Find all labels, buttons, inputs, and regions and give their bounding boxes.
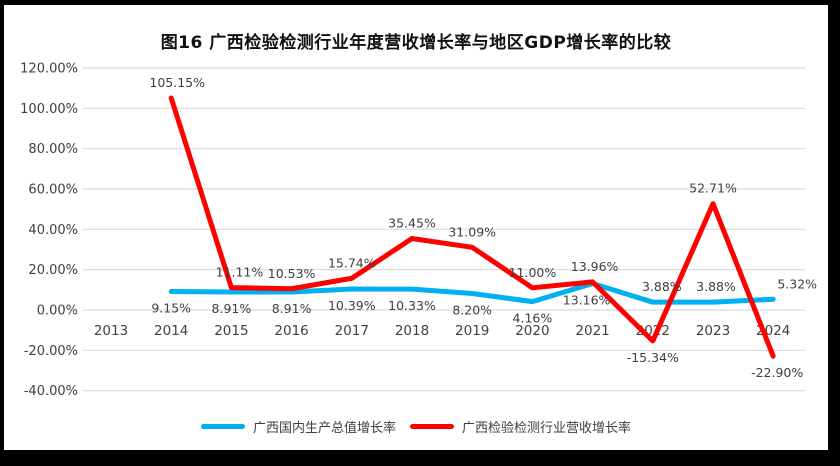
- y-axis-tick-label: -40.00%: [24, 384, 78, 399]
- data-label: 52.71%: [689, 181, 737, 196]
- x-axis-category-label: 2020: [515, 323, 549, 339]
- y-axis-tick-label: 100.00%: [20, 102, 78, 117]
- data-label: 10.33%: [388, 298, 436, 313]
- data-label: 31.09%: [448, 224, 496, 239]
- y-axis-tick-label: 60.00%: [28, 183, 78, 198]
- y-axis-tick-label: 120.00%: [20, 62, 78, 77]
- x-axis-category-label: 2016: [274, 323, 308, 339]
- legend-label-revenue: 广西检验检测行业营收增长率: [462, 421, 632, 436]
- data-label: 13.16%: [563, 292, 611, 307]
- x-axis-category-label: 2014: [154, 323, 188, 339]
- y-axis-tick-label: 0.00%: [37, 304, 78, 319]
- revenue-series-swatch-icon: [410, 424, 454, 429]
- legend-item-gdp: 广西国内生产总值增长率: [200, 417, 396, 436]
- data-label: 11.11%: [216, 265, 264, 280]
- data-label: -22.90%: [751, 365, 803, 380]
- y-axis-tick-label: 20.00%: [28, 263, 78, 278]
- data-label: 10.53%: [268, 266, 316, 281]
- data-label: 8.91%: [212, 301, 252, 316]
- data-label: 5.32%: [777, 276, 817, 291]
- y-axis-tick-label: 40.00%: [28, 223, 78, 238]
- chart-title: 图16 广西检验检测行业年度营收增长率与地区GDP增长率的比较: [160, 33, 672, 53]
- x-axis-category-label: 2013: [94, 323, 128, 339]
- data-label: 15.74%: [328, 255, 376, 270]
- x-axis-category-label: 2019: [455, 323, 489, 339]
- y-axis-tick-label: 80.00%: [28, 142, 78, 157]
- chart-legend: 广西国内生产总值增长率 广西检验检测行业营收增长率: [4, 417, 828, 436]
- data-label: 3.88%: [696, 279, 736, 294]
- data-label: 11.00%: [509, 265, 557, 280]
- revenue-series-line: [168, 95, 776, 359]
- x-axis-category-label: 2021: [575, 323, 609, 339]
- data-label: -15.34%: [627, 350, 679, 365]
- chart-canvas: 图16 广西检验检测行业年度营收增长率与地区GDP增长率的比较 120.00% 1…: [4, 5, 828, 450]
- data-label: 4.16%: [513, 311, 553, 326]
- data-label: 105.15%: [149, 75, 205, 90]
- x-axis-category-label: 2015: [214, 323, 248, 339]
- gdp-series-swatch-icon: [200, 424, 245, 429]
- x-axis-category-label: 2017: [335, 323, 369, 339]
- data-label: 10.39%: [328, 298, 376, 313]
- data-label: 13.96%: [571, 259, 619, 274]
- data-label: 8.20%: [452, 302, 492, 317]
- data-label: 9.15%: [151, 301, 191, 316]
- x-axis-category-label: 2023: [696, 323, 730, 339]
- data-label: 3.88%: [642, 279, 682, 294]
- data-label: 35.45%: [388, 216, 436, 231]
- data-label: 8.91%: [272, 301, 312, 316]
- y-axis-tick-label: -20.00%: [24, 344, 78, 359]
- legend-label-gdp: 广西国内生产总值增长率: [252, 421, 396, 436]
- legend-item-revenue: 广西检验检测行业营收增长率: [410, 417, 631, 436]
- line-chart-plot-area: 120.00% 100.00% 80.00% 60.00% 40.00% 20.00% 0.…: [20, 62, 817, 400]
- x-axis-category-label: 2018: [395, 323, 429, 339]
- gdp-series-line: [168, 280, 776, 305]
